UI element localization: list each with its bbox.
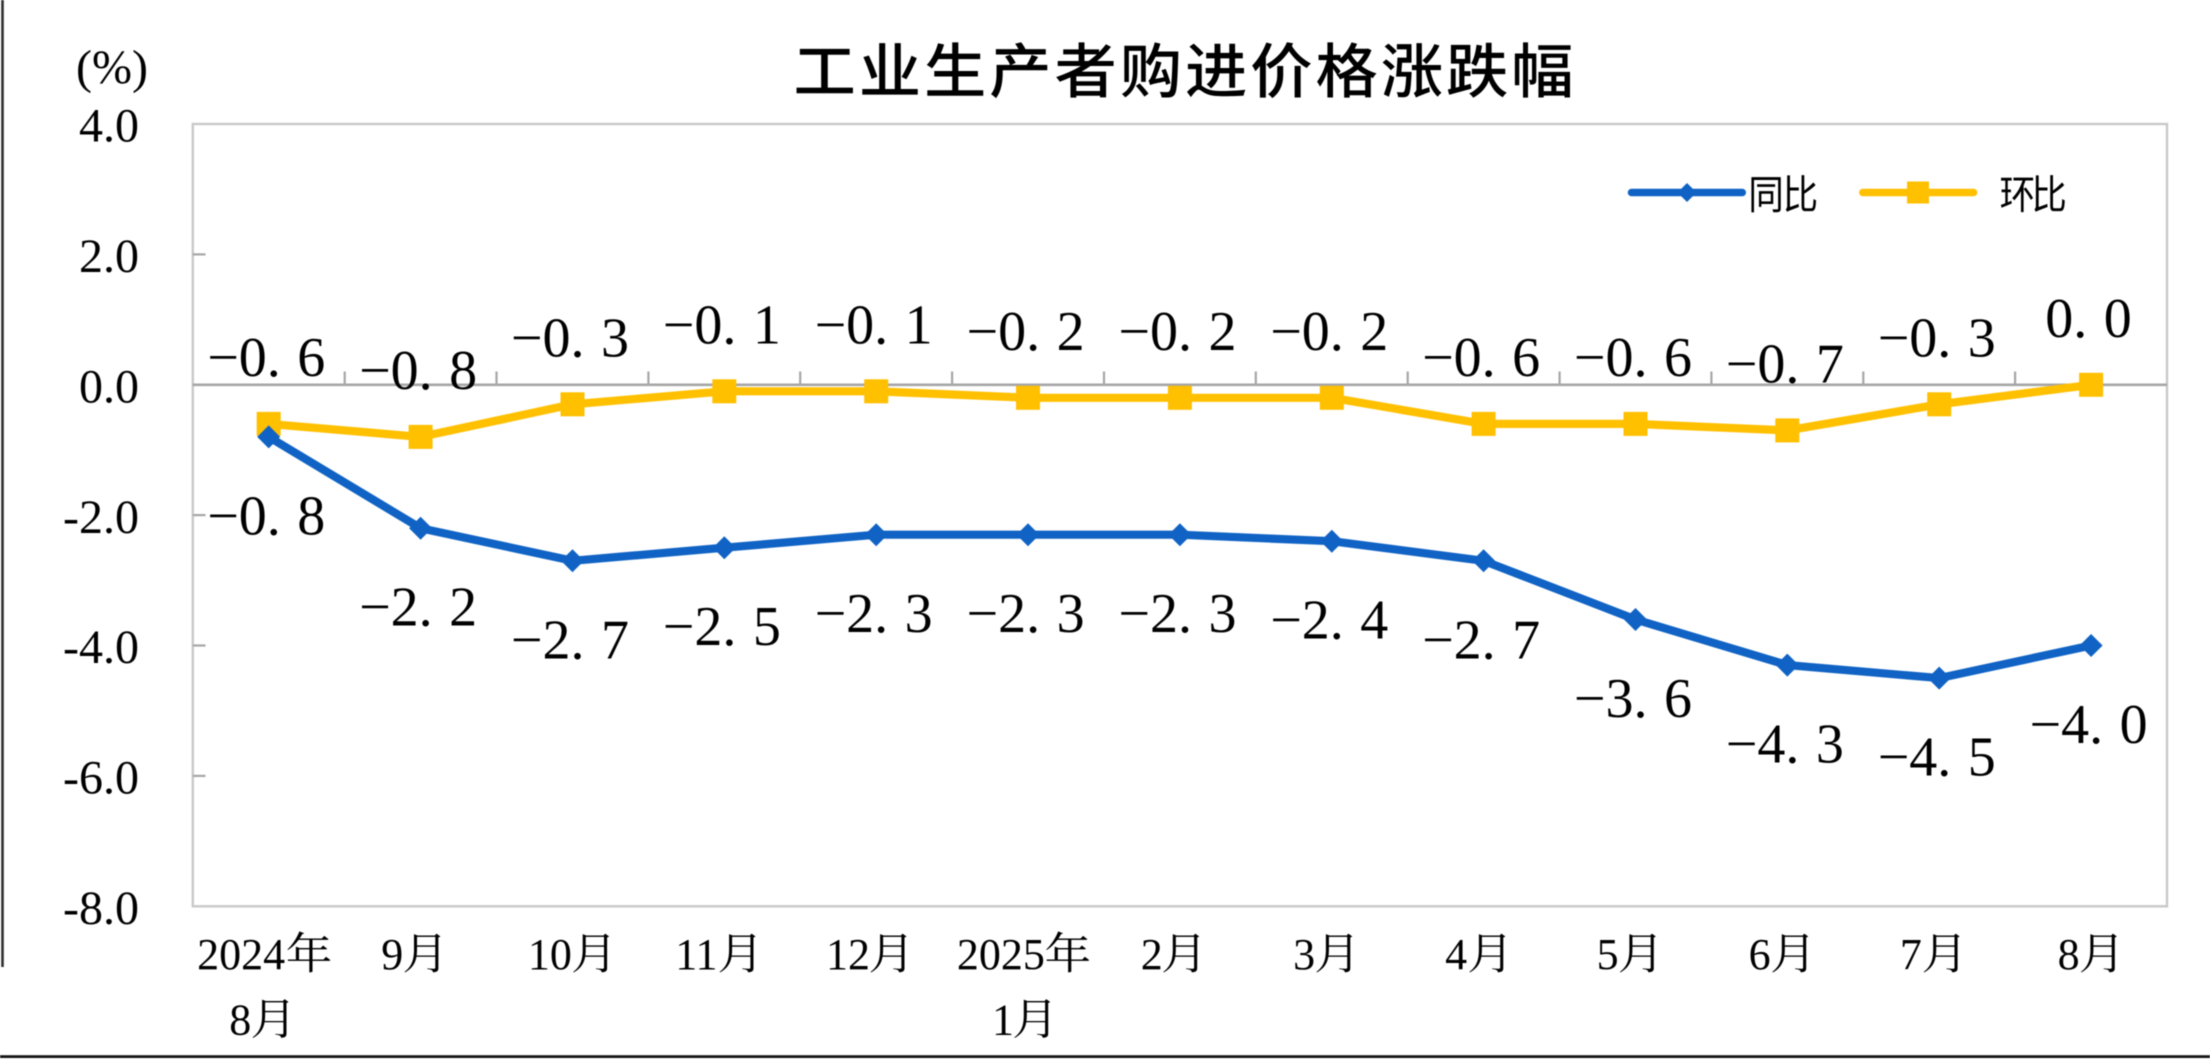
svg-text:−0. 2: −0. 2 — [1270, 301, 1388, 363]
svg-text:−2. 3: −2. 3 — [967, 583, 1085, 645]
svg-text:10: 10 — [528, 930, 572, 979]
svg-text:−0. 7: −0. 7 — [1726, 333, 1844, 395]
svg-text:−0. 8: −0. 8 — [359, 340, 477, 402]
svg-text:−0. 2: −0. 2 — [967, 301, 1085, 363]
svg-text:6: 6 — [1749, 930, 1771, 979]
svg-text:8: 8 — [2058, 930, 2080, 979]
svg-text:3: 3 — [1293, 930, 1315, 979]
svg-text:−0. 6: −0. 6 — [207, 327, 325, 389]
svg-text:1: 1 — [992, 996, 1014, 1045]
svg-text:−4. 5: −4. 5 — [1878, 727, 1996, 789]
svg-text:9: 9 — [381, 930, 403, 979]
svg-text:-6.0: -6.0 — [63, 752, 139, 805]
svg-text:5: 5 — [1597, 930, 1619, 979]
svg-text:4.0: 4.0 — [79, 100, 139, 153]
svg-text:0. 0: 0. 0 — [2045, 288, 2132, 350]
svg-text:2.0: 2.0 — [79, 230, 139, 283]
svg-text:4: 4 — [1445, 930, 1467, 979]
svg-text:-8.0: -8.0 — [63, 882, 139, 935]
svg-text:2: 2 — [1141, 930, 1163, 979]
svg-text:−0. 6: −0. 6 — [1422, 327, 1540, 389]
svg-text:-2.0: -2.0 — [63, 491, 139, 544]
svg-text:−2. 5: −2. 5 — [663, 596, 781, 658]
svg-text:2024: 2024 — [197, 930, 285, 979]
svg-text:8: 8 — [229, 996, 251, 1045]
svg-text:−0. 6: −0. 6 — [1574, 327, 1692, 389]
svg-text:−0. 1: −0. 1 — [815, 294, 933, 356]
svg-text:−2. 2: −2. 2 — [359, 577, 477, 639]
svg-text:7: 7 — [1900, 930, 1922, 979]
svg-text:−0. 3: −0. 3 — [511, 307, 629, 369]
svg-text:−0. 8: −0. 8 — [207, 485, 325, 547]
svg-text:11: 11 — [675, 930, 717, 979]
svg-text:−2. 7: −2. 7 — [1422, 609, 1540, 671]
svg-text:−0. 3: −0. 3 — [1878, 307, 1996, 369]
svg-text:−2. 7: −2. 7 — [511, 609, 629, 671]
svg-text:−0. 1: −0. 1 — [663, 294, 781, 356]
svg-text:−2. 3: −2. 3 — [1118, 583, 1236, 645]
svg-text:2025: 2025 — [957, 930, 1045, 979]
svg-text:(%): (%) — [76, 41, 148, 94]
svg-text:−3. 6: −3. 6 — [1574, 668, 1692, 730]
svg-text:0.0: 0.0 — [79, 360, 139, 413]
svg-text:−2. 3: −2. 3 — [815, 583, 933, 645]
svg-text:−4. 0: −4. 0 — [2030, 694, 2148, 756]
svg-text:−2. 4: −2. 4 — [1270, 590, 1388, 652]
svg-text:−0. 2: −0. 2 — [1118, 301, 1236, 363]
svg-text:−4. 3: −4. 3 — [1726, 714, 1844, 776]
svg-text:12: 12 — [826, 930, 870, 979]
svg-text:-4.0: -4.0 — [63, 621, 139, 674]
